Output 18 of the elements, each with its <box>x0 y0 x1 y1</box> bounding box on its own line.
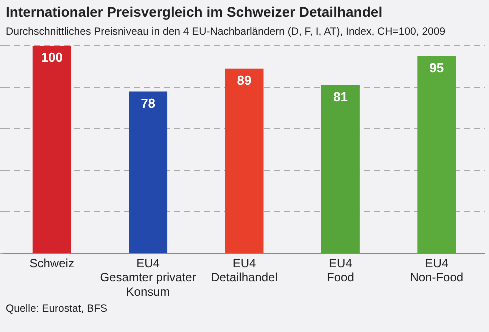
data-label: 100 <box>41 50 63 66</box>
data-label: 81 <box>333 90 348 105</box>
chart-title: Internationaler Preisvergleich im Schweizer Detailhandel <box>5 3 384 20</box>
bar <box>129 92 168 254</box>
data-label: 78 <box>141 96 156 111</box>
bar <box>32 46 72 254</box>
chart-subtitle: Durchschnittliches Preisniveau in den 4 EU-Nachbarländern (D, F, I, AT), Index, CH=100, 2009 <box>5 25 447 38</box>
bar <box>418 56 456 254</box>
x-tick-label: EU4 Gesamter privater Konsum <box>100 256 196 300</box>
x-tick-label: Schweiz <box>30 256 74 270</box>
bar <box>225 68 264 254</box>
data-label: 89 <box>237 72 252 88</box>
x-tick-label: EU4 Detailhandel <box>211 256 278 285</box>
source-note: Quelle: Eurostat, BFS <box>5 303 109 315</box>
x-tick-label: EU4 Non-Food <box>410 256 464 285</box>
data-label: 95 <box>430 60 444 76</box>
x-tick-label: EU4 Food <box>327 256 354 285</box>
bar <box>321 85 360 254</box>
